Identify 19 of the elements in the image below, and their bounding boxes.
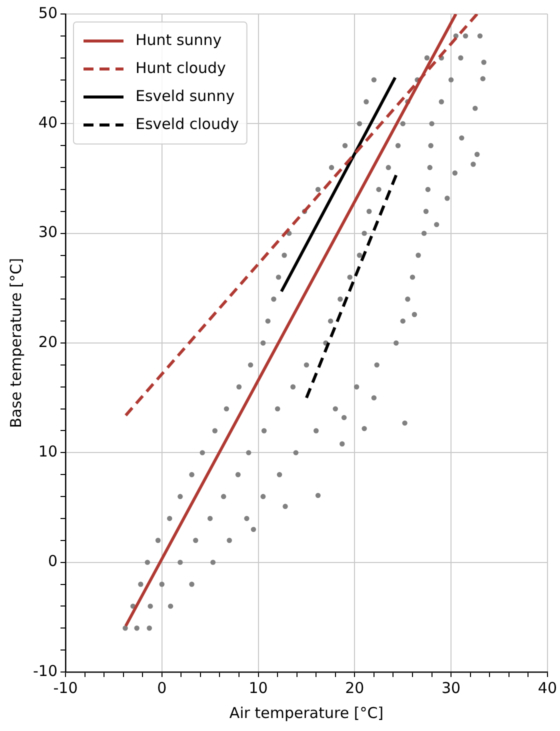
x-tick-label: 30 <box>442 678 461 697</box>
x-tick-label: 10 <box>248 678 268 697</box>
y-tick-label: 20 <box>38 332 58 351</box>
y-axis-title: Base temperature [°C] <box>6 258 25 428</box>
legend-label: Esveld sunny <box>136 86 235 105</box>
y-tick-label: -10 <box>33 662 58 680</box>
legend-label: Esveld cloudy <box>136 114 239 133</box>
y-tick-label: 10 <box>38 442 58 461</box>
y-tick-label: 50 <box>38 4 58 22</box>
y-tick-label: 30 <box>38 223 58 242</box>
x-axis-title: Air temperature [°C] <box>229 704 384 722</box>
legend-label: Hunt sunny <box>136 30 222 49</box>
y-tick-label: 0 <box>48 552 58 570</box>
x-tick-label: 0 <box>157 678 167 697</box>
legend-label: Hunt cloudy <box>136 58 226 77</box>
x-tick-label: 20 <box>345 678 364 697</box>
x-tick-label: 40 <box>538 678 558 697</box>
y-tick-label: 40 <box>38 114 58 132</box>
x-tick-label: -10 <box>53 678 78 697</box>
